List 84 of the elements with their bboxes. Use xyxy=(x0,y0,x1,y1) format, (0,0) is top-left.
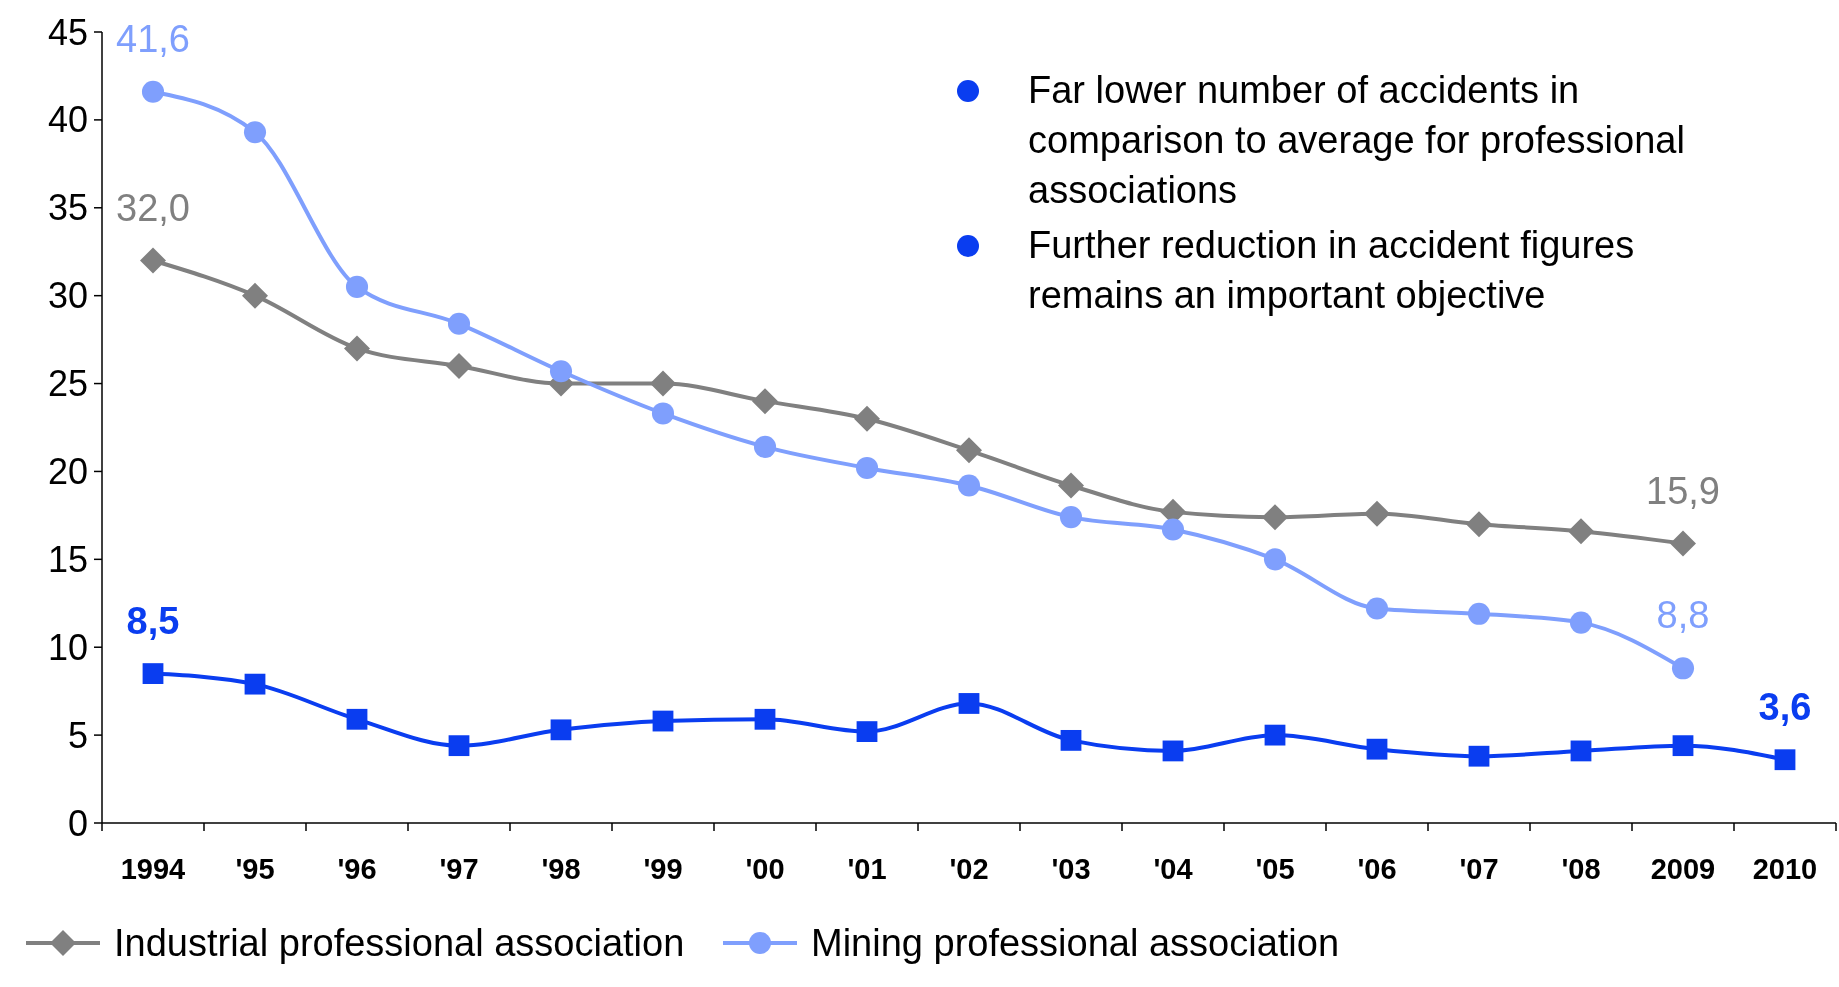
point xyxy=(1162,740,1184,762)
x-tick-label: '05 xyxy=(1255,853,1295,885)
x-tick-label: '01 xyxy=(847,853,887,885)
y-tick-label: 40 xyxy=(47,99,88,141)
point xyxy=(956,437,982,464)
point xyxy=(753,435,777,458)
point xyxy=(1570,740,1592,762)
point xyxy=(141,80,165,103)
point xyxy=(1671,657,1695,680)
point xyxy=(446,352,472,379)
x-tick-label: '97 xyxy=(439,853,479,885)
x-tick-label: '03 xyxy=(1051,853,1091,885)
point xyxy=(345,275,369,298)
point xyxy=(1569,611,1593,634)
point xyxy=(856,721,878,742)
point xyxy=(1161,518,1185,541)
data-label: 8,5 xyxy=(126,599,180,642)
x-tick-label: '95 xyxy=(235,853,275,885)
x-tick-label: 1994 xyxy=(120,853,186,885)
y-tick-label: 10 xyxy=(47,626,88,668)
point xyxy=(1262,504,1288,531)
x-tick-label: '96 xyxy=(337,853,377,885)
point xyxy=(244,673,266,695)
point xyxy=(650,370,676,397)
data-label: 15,9 xyxy=(1646,469,1720,512)
y-tick-label: 20 xyxy=(47,451,88,493)
point xyxy=(1264,724,1286,746)
point xyxy=(447,312,471,335)
point xyxy=(1366,738,1388,760)
point xyxy=(1364,500,1390,527)
point xyxy=(549,360,573,383)
point xyxy=(140,247,166,274)
point xyxy=(652,710,674,732)
point xyxy=(1060,729,1082,751)
point xyxy=(344,335,370,362)
point xyxy=(550,719,572,741)
point xyxy=(1466,511,1492,538)
point xyxy=(1568,518,1594,545)
x-tick-label: '04 xyxy=(1153,853,1193,885)
point xyxy=(754,708,776,730)
point xyxy=(854,405,880,432)
data-label: 41,6 xyxy=(116,17,190,60)
y-tick-label: 30 xyxy=(47,275,88,317)
y-tick-label: 0 xyxy=(67,802,88,844)
point xyxy=(855,456,879,479)
y-tick-label: 35 xyxy=(47,187,88,229)
y-tick-label: 5 xyxy=(67,714,88,756)
data-label: 32,0 xyxy=(116,186,190,229)
x-tick-label: '08 xyxy=(1561,853,1601,885)
point xyxy=(1670,530,1696,557)
legend-label: Industrial professional association xyxy=(114,922,685,965)
y-tick-label: 45 xyxy=(47,11,88,53)
point xyxy=(958,693,980,714)
x-tick-label: 2010 xyxy=(1752,853,1818,885)
annotation: Further reduction in accident figures remains an important objective xyxy=(1028,224,1635,316)
point xyxy=(1672,735,1694,757)
point xyxy=(1263,548,1287,571)
point xyxy=(1059,506,1083,529)
annotation: Far lower number of accidents in comparison to average for professional associations xyxy=(1028,69,1685,211)
point xyxy=(243,121,267,144)
legend-label: Mining professional association xyxy=(811,922,1340,965)
x-tick-label: '06 xyxy=(1357,853,1397,885)
point xyxy=(752,388,778,415)
y-tick-label: 25 xyxy=(47,363,88,405)
data-label: 8,8 xyxy=(1656,594,1710,637)
point xyxy=(142,663,164,684)
x-tick-label: '99 xyxy=(643,853,683,885)
point xyxy=(346,708,368,730)
x-tick-label: '02 xyxy=(949,853,989,885)
point xyxy=(1774,749,1796,771)
x-tick-label: '98 xyxy=(541,853,581,885)
point xyxy=(242,282,268,309)
point xyxy=(448,735,470,757)
data-label: 3,6 xyxy=(1758,685,1812,728)
x-tick-label: 2009 xyxy=(1650,853,1716,885)
x-tick-label: '07 xyxy=(1459,853,1499,885)
point xyxy=(957,474,981,497)
y-tick-label: 15 xyxy=(47,538,88,580)
x-tick-label: '00 xyxy=(745,853,785,885)
point xyxy=(1058,472,1084,499)
point xyxy=(1365,597,1389,620)
point xyxy=(651,402,675,425)
point xyxy=(1467,602,1491,625)
point xyxy=(1468,745,1490,767)
